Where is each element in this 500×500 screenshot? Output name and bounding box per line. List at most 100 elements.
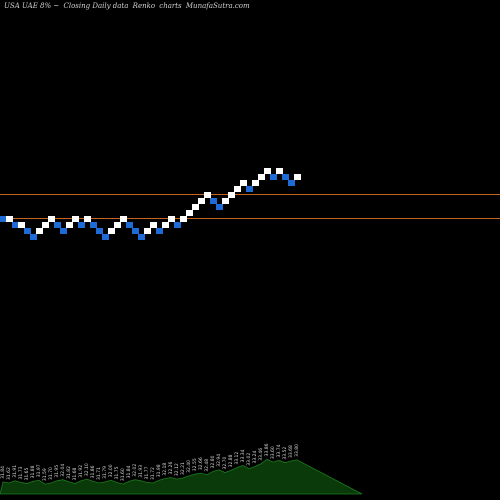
volume-label-4: 31.65 bbox=[24, 468, 30, 481]
renko-brick-6 bbox=[36, 228, 43, 234]
volume-label-49: 33.80 bbox=[294, 444, 300, 457]
ticker-label: USA UAE 8% ~ bbox=[4, 2, 60, 10]
volume-label-35: 32.80 bbox=[210, 455, 216, 468]
volume-label-42: 33.24 bbox=[252, 450, 258, 463]
volume-label-18: 32.00 bbox=[108, 464, 114, 477]
renko-brick-26 bbox=[156, 228, 163, 234]
renko-brick-0 bbox=[0, 216, 7, 222]
renko-brick-4 bbox=[24, 228, 31, 234]
volume-label-12: 31.68 bbox=[72, 468, 78, 481]
renko-brick-31 bbox=[186, 210, 193, 216]
volume-label-24: 31.77 bbox=[144, 466, 150, 479]
volume-label-7: 31.59 bbox=[42, 468, 48, 481]
renko-brick-20 bbox=[120, 216, 127, 222]
volume-label-21: 31.84 bbox=[126, 465, 132, 478]
volume-label-16: 31.71 bbox=[96, 467, 102, 480]
renko-brick-10 bbox=[60, 228, 67, 234]
renko-brick-44 bbox=[264, 168, 271, 174]
volume-label-34: 32.48 bbox=[204, 459, 210, 472]
renko-brick-14 bbox=[84, 216, 91, 222]
volume-label-23: 31.93 bbox=[138, 465, 144, 478]
volume-label-3: 31.73 bbox=[18, 466, 24, 479]
volume-label-30: 32.21 bbox=[180, 462, 186, 475]
renko-brick-2 bbox=[12, 222, 19, 228]
renko-brick-41 bbox=[246, 186, 253, 192]
renko-brick-12 bbox=[72, 216, 79, 222]
volume-label-2: 31.91 bbox=[12, 465, 18, 478]
renko-brick-21 bbox=[126, 222, 133, 228]
volume-label-37: 32.70 bbox=[222, 457, 228, 470]
renko-brick-49 bbox=[294, 174, 301, 180]
volume-label-26: 31.98 bbox=[156, 464, 162, 477]
chart-kind-label: Renko bbox=[132, 2, 156, 10]
volume-label-9: 31.95 bbox=[54, 465, 60, 478]
volume-area bbox=[0, 458, 363, 495]
volume-label-20: 31.60 bbox=[120, 468, 126, 481]
renko-brick-19 bbox=[114, 222, 121, 228]
volume-label-14: 32.10 bbox=[84, 463, 90, 476]
volume-label-22: 32.02 bbox=[132, 464, 138, 477]
volume-label-17: 31.79 bbox=[102, 466, 108, 479]
renko-brick-35 bbox=[210, 198, 217, 204]
renko-brick-36 bbox=[216, 204, 223, 210]
volume-label-36: 32.94 bbox=[216, 454, 222, 467]
renko-brick-33 bbox=[198, 198, 205, 204]
renko-brick-46 bbox=[276, 168, 283, 174]
renko-brick-48 bbox=[288, 180, 295, 186]
renko-brick-1 bbox=[6, 216, 13, 222]
renko-brick-15 bbox=[90, 222, 97, 228]
renko-brick-28 bbox=[168, 216, 175, 222]
volume-label-40: 33.34 bbox=[240, 449, 246, 462]
renko-brick-38 bbox=[228, 192, 235, 198]
volume-label-39: 33.12 bbox=[234, 452, 240, 465]
volume-label-33: 32.66 bbox=[198, 457, 204, 470]
site-label: MunafaSutra.com bbox=[185, 2, 250, 10]
volume-label-31: 32.40 bbox=[186, 460, 192, 473]
volume-label-25: 31.72 bbox=[150, 467, 156, 480]
volume-label-27: 32.18 bbox=[162, 463, 168, 476]
volume-label-48: 33.68 bbox=[288, 445, 294, 458]
renko-brick-11 bbox=[66, 222, 73, 228]
renko-brick-47 bbox=[282, 174, 289, 180]
renko-brick-45 bbox=[270, 174, 277, 180]
volume-label-6: 31.97 bbox=[36, 464, 42, 477]
renko-brick-30 bbox=[180, 216, 187, 222]
renko-brick-37 bbox=[222, 198, 229, 204]
volume-label-13: 31.92 bbox=[78, 465, 84, 478]
renko-brick-39 bbox=[234, 186, 241, 192]
renko-brick-24 bbox=[144, 228, 151, 234]
renko-brick-32 bbox=[192, 204, 199, 210]
volume-label-47: 33.52 bbox=[282, 447, 288, 460]
volume-label-45: 33.60 bbox=[270, 446, 276, 459]
volume-label-19: 31.75 bbox=[114, 466, 120, 479]
renko-brick-18 bbox=[108, 228, 115, 234]
data-mode-label: Closing Daily data bbox=[63, 2, 129, 10]
chart-word-label: charts bbox=[159, 2, 182, 10]
volume-label-43: 33.46 bbox=[258, 448, 264, 461]
volume-label-44: 33.86 bbox=[264, 443, 270, 456]
volume-label-32: 32.55 bbox=[192, 458, 198, 471]
volume-label-1: 31.62 bbox=[6, 467, 12, 480]
renko-brick-17 bbox=[102, 234, 109, 240]
renko-brick-16 bbox=[96, 228, 103, 234]
volume-label-5: 31.88 bbox=[30, 465, 36, 478]
volume-label-11: 31.82 bbox=[66, 466, 72, 479]
renko-brick-29 bbox=[174, 222, 181, 228]
volume-label-38: 32.88 bbox=[228, 454, 234, 467]
volume-label-15: 31.86 bbox=[90, 465, 96, 478]
renko-brick-8 bbox=[48, 216, 55, 222]
renko-brick-5 bbox=[30, 234, 37, 240]
renko-brick-13 bbox=[78, 222, 85, 228]
renko-brick-42 bbox=[252, 180, 259, 186]
volume-label-41: 33.02 bbox=[246, 453, 252, 466]
renko-brick-25 bbox=[150, 222, 157, 228]
volume-label-28: 32.26 bbox=[168, 461, 174, 474]
volume-label-29: 32.12 bbox=[174, 463, 180, 476]
renko-brick-22 bbox=[132, 228, 139, 234]
renko-brick-43 bbox=[258, 174, 265, 180]
renko-brick-27 bbox=[162, 222, 169, 228]
chart-header: USA UAE 8% ~ Closing Daily data Renko ch… bbox=[4, 2, 252, 10]
renko-brick-40 bbox=[240, 180, 247, 186]
renko-brick-34 bbox=[204, 192, 211, 198]
